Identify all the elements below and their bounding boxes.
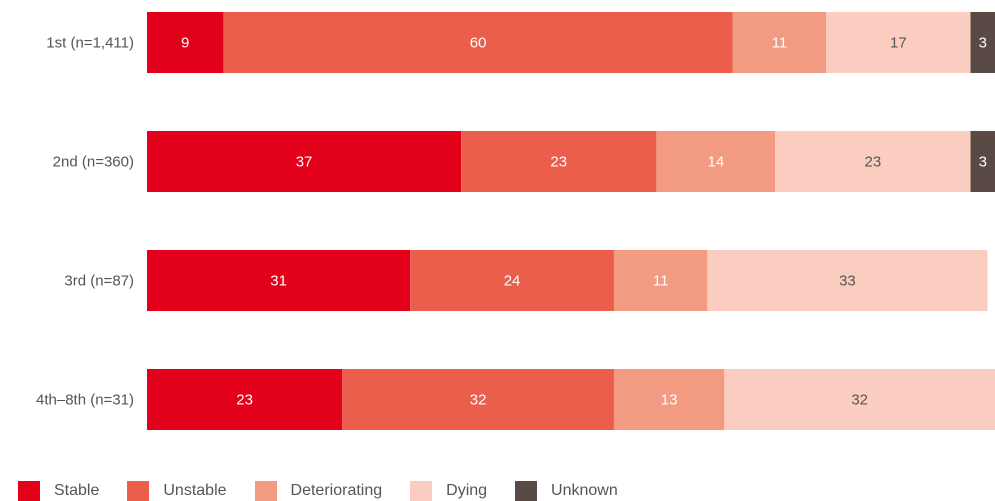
bar-segment-unstable bbox=[461, 131, 657, 192]
bar-segment-unstable bbox=[342, 369, 614, 430]
category-label: 4th–8th (n=31) bbox=[36, 392, 134, 409]
legend-label: Unknown bbox=[551, 481, 618, 499]
data-label: 3 bbox=[979, 35, 987, 52]
data-label: 23 bbox=[865, 154, 882, 171]
data-label: 37 bbox=[296, 154, 313, 171]
bar-segment-stable bbox=[147, 369, 343, 430]
legend-swatch bbox=[127, 480, 150, 501]
data-label: 11 bbox=[772, 35, 788, 52]
bar-segment-deteriorating bbox=[732, 12, 827, 73]
bar-segment-stable bbox=[147, 12, 224, 73]
data-label: 9 bbox=[181, 35, 189, 52]
data-label: 31 bbox=[270, 273, 287, 290]
bar-segment-deteriorating bbox=[656, 131, 776, 192]
bar-segment-dying bbox=[775, 131, 971, 192]
data-label: 14 bbox=[707, 154, 724, 171]
data-label: 13 bbox=[661, 392, 678, 409]
legend-label: Deteriorating bbox=[290, 481, 383, 499]
bar-segment-stable bbox=[147, 250, 411, 311]
bar-segment-unknown bbox=[970, 12, 995, 73]
legend-label: Unstable bbox=[163, 481, 227, 499]
data-label: 33 bbox=[839, 273, 856, 290]
legend-swatch bbox=[410, 480, 433, 501]
bar-segment-deteriorating bbox=[613, 250, 708, 311]
legend-label: Dying bbox=[446, 481, 488, 499]
bar-segment-stable bbox=[147, 131, 462, 192]
legend-item-unknown: Unknown bbox=[515, 480, 618, 501]
legend-label: Stable bbox=[54, 481, 100, 499]
bar-segment-dying bbox=[707, 250, 988, 311]
legend-item-stable: Stable bbox=[18, 480, 100, 501]
data-label: 11 bbox=[653, 273, 669, 290]
bar-segment-unknown bbox=[970, 131, 995, 192]
data-label: 24 bbox=[504, 273, 521, 290]
category-label: 2nd (n=360) bbox=[53, 154, 134, 171]
bar-segment-dying bbox=[724, 369, 995, 430]
data-label: 32 bbox=[470, 392, 487, 409]
bar-segment-unstable bbox=[223, 12, 733, 73]
legend-swatch bbox=[254, 480, 277, 501]
legend-item-unstable: Unstable bbox=[127, 480, 227, 501]
bar-segment-deteriorating bbox=[613, 369, 725, 430]
data-label: 17 bbox=[890, 35, 907, 52]
category-label: 3rd (n=87) bbox=[64, 273, 134, 290]
bar-segment-unstable bbox=[410, 250, 614, 311]
data-label: 60 bbox=[470, 35, 487, 52]
data-label: 23 bbox=[236, 392, 253, 409]
legend-item-dying: Dying bbox=[410, 480, 488, 501]
bar-segment-dying bbox=[826, 12, 971, 73]
legend-item-deteriorating: Deteriorating bbox=[254, 480, 383, 501]
data-label: 3 bbox=[979, 154, 987, 171]
chart-legend: Stable Unstable Deteriorating Dying Unknown bbox=[18, 480, 646, 501]
data-label: 32 bbox=[851, 392, 868, 409]
category-label: 1st (n=1,411) bbox=[46, 35, 134, 52]
legend-swatch bbox=[18, 480, 40, 501]
stacked-bar-chart: 1st (n=1,411) 9 60 11 17 3 2nd (n=360) 37 23 14 23… bbox=[36, 12, 995, 430]
data-label: 23 bbox=[550, 154, 567, 171]
legend-swatch bbox=[515, 480, 538, 501]
